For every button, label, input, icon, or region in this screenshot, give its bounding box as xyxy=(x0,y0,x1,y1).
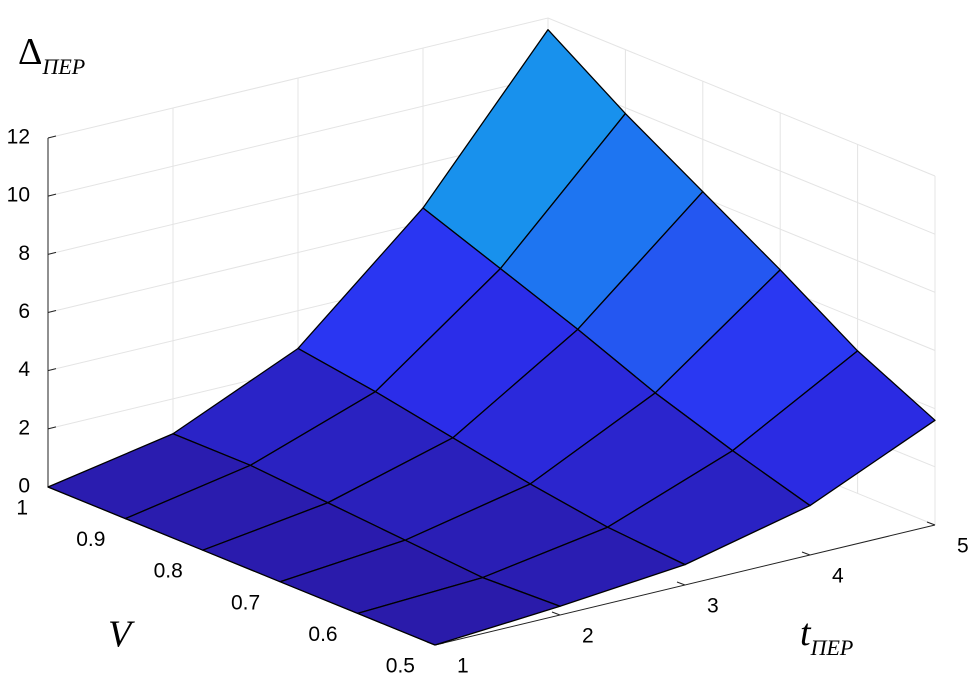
z-label-main: Δ xyxy=(18,31,42,73)
z-tick xyxy=(47,251,57,255)
surface-face xyxy=(356,576,561,646)
x-tick-label: 5 xyxy=(957,535,969,558)
z-tick xyxy=(47,426,57,430)
x-label-main: t xyxy=(800,612,812,654)
x-tick-label: 4 xyxy=(832,565,844,588)
z-tick xyxy=(47,310,57,313)
x-label-sub: ПЕР xyxy=(810,635,854,660)
z-tick xyxy=(47,368,57,372)
x-tick-label: 1 xyxy=(457,655,469,678)
z-tick-label: 12 xyxy=(7,126,30,149)
x-tick-label: 2 xyxy=(582,625,594,648)
x-tick xyxy=(551,611,561,616)
x-tick-label: 3 xyxy=(707,595,719,618)
z-tick xyxy=(47,135,57,139)
z-tick-label: 4 xyxy=(18,358,30,381)
z-tick-label: 10 xyxy=(7,184,30,207)
y-tick-label: 0.8 xyxy=(154,560,183,583)
z-axis-label: ΔПЕР xyxy=(18,31,85,79)
z-tick-label: 2 xyxy=(18,416,30,439)
z-tick-label: 6 xyxy=(18,300,30,323)
y-axis-label: V xyxy=(108,614,135,656)
z-tick-label: 8 xyxy=(18,242,30,265)
x-tick xyxy=(926,521,936,526)
y-tick-label: 1 xyxy=(16,497,28,520)
z-tick xyxy=(47,193,57,197)
y-tick-label: 0.9 xyxy=(76,528,105,551)
y-tick-label: 0.5 xyxy=(386,655,415,678)
z-tick-label: 0 xyxy=(18,475,30,498)
y-tick-label: 0.6 xyxy=(308,623,337,646)
z-label-sub: ПЕР xyxy=(41,54,85,79)
y-tick-label: 0.7 xyxy=(231,591,260,614)
x-tick xyxy=(676,581,686,586)
x-tick xyxy=(801,551,811,556)
x-axis-label: tПЕР xyxy=(800,612,853,660)
